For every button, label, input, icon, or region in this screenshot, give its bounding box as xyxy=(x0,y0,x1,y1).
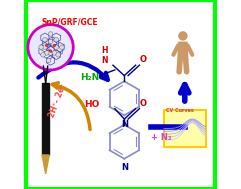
Text: H₂N: H₂N xyxy=(80,73,100,82)
Text: O: O xyxy=(139,55,146,64)
Text: CV Curves: CV Curves xyxy=(166,108,194,112)
Text: H
N: H N xyxy=(101,46,107,65)
Circle shape xyxy=(60,45,64,50)
Circle shape xyxy=(43,45,47,50)
Circle shape xyxy=(41,53,45,57)
Circle shape xyxy=(47,58,51,63)
Text: + N₂: + N₂ xyxy=(151,133,171,143)
Bar xyxy=(42,83,49,155)
Text: 2H⁺- 2e⁻: 2H⁺- 2e⁻ xyxy=(48,82,68,119)
Circle shape xyxy=(48,39,53,44)
Circle shape xyxy=(178,31,187,41)
Circle shape xyxy=(56,53,60,57)
Circle shape xyxy=(52,51,57,55)
Circle shape xyxy=(49,50,52,52)
Circle shape xyxy=(46,44,48,47)
Circle shape xyxy=(54,45,59,50)
Circle shape xyxy=(28,25,73,70)
Polygon shape xyxy=(42,155,49,174)
Circle shape xyxy=(39,45,43,50)
Text: N: N xyxy=(121,120,128,129)
Text: O: O xyxy=(139,99,146,108)
Polygon shape xyxy=(177,42,188,60)
Circle shape xyxy=(45,51,49,55)
Text: SnP/GRF/GCE: SnP/GRF/GCE xyxy=(41,17,98,26)
Bar xyxy=(164,110,206,147)
Circle shape xyxy=(43,37,47,42)
Circle shape xyxy=(53,44,56,47)
Circle shape xyxy=(54,37,59,42)
Text: HO: HO xyxy=(84,100,100,109)
Circle shape xyxy=(48,32,53,36)
Text: N: N xyxy=(121,163,128,173)
